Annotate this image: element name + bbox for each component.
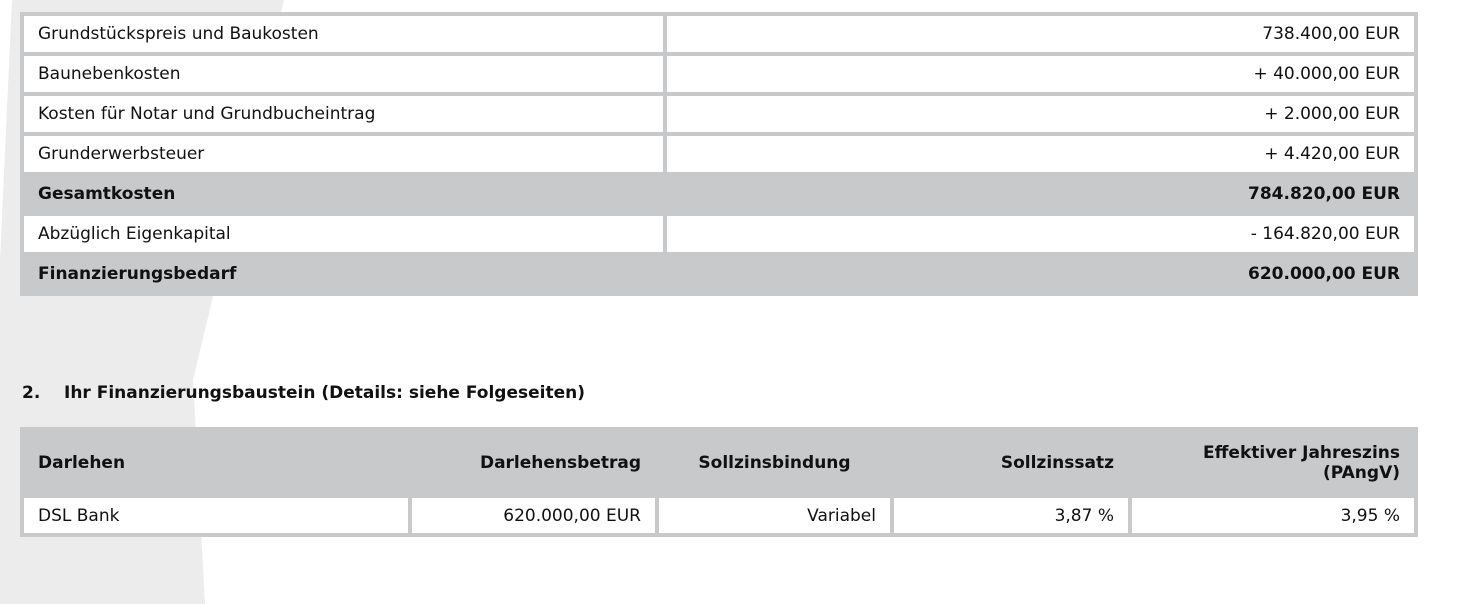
- cell-sollzinsbindung: Variabel: [655, 494, 894, 537]
- row-value: - 164.820,00 EUR: [663, 212, 1418, 256]
- table-row: Abzüglich Eigenkapital - 164.820,00 EUR: [20, 212, 1418, 256]
- row-label: Finanzierungsbedarf: [20, 252, 667, 296]
- cost-table: Grundstückspreis und Baukosten 738.400,00…: [20, 12, 1418, 296]
- row-value: + 40.000,00 EUR: [663, 52, 1418, 96]
- row-label: Gesamtkosten: [20, 172, 667, 216]
- row-value: 784.820,00 EUR: [663, 172, 1418, 216]
- row-value: 620.000,00 EUR: [663, 252, 1418, 296]
- row-label: Abzüglich Eigenkapital: [20, 212, 667, 256]
- table-row: Grundstückspreis und Baukosten 738.400,00…: [20, 12, 1418, 56]
- header-darlehen: Darlehen: [20, 427, 412, 498]
- row-value: + 4.420,00 EUR: [663, 132, 1418, 176]
- table-row: Baunebenkosten + 40.000,00 EUR: [20, 52, 1418, 96]
- table-row: DSL Bank 620.000,00 EUR Variabel 3,87 % …: [20, 494, 1418, 537]
- row-label: Baunebenkosten: [20, 52, 667, 96]
- loan-table: Darlehen Darlehensbetrag Sollzinsbindung…: [20, 427, 1418, 537]
- row-value: 738.400,00 EUR: [663, 12, 1418, 56]
- total-row: Gesamtkosten 784.820,00 EUR: [20, 172, 1418, 216]
- section-number: 2.: [22, 383, 41, 403]
- header-darlehensbetrag: Darlehensbetrag: [408, 427, 659, 498]
- table-row: Kosten für Notar und Grundbucheintrag + 2…: [20, 92, 1418, 136]
- row-value: + 2.000,00 EUR: [663, 92, 1418, 136]
- cell-sollzinssatz: 3,87 %: [890, 494, 1132, 537]
- section-title: Ihr Finanzierungsbaustein (Details: sieh…: [64, 383, 585, 403]
- header-effektiver-jahreszins: Effektiver Jahreszins (PAngV): [1128, 427, 1418, 498]
- header-sollzinssatz: Sollzinssatz: [890, 427, 1132, 498]
- row-label: Grundstückspreis und Baukosten: [20, 12, 667, 56]
- section-heading: 2. Ihr Finanzierungsbaustein (Details: si…: [22, 383, 585, 403]
- header-sollzinsbindung: Sollzinsbindung: [655, 427, 894, 498]
- row-label: Grunderwerbsteuer: [20, 132, 667, 176]
- table-row: Grunderwerbsteuer + 4.420,00 EUR: [20, 132, 1418, 176]
- table-header-row: Darlehen Darlehensbetrag Sollzinsbindung…: [20, 427, 1418, 498]
- cell-darlehensbetrag: 620.000,00 EUR: [408, 494, 659, 537]
- row-label: Kosten für Notar und Grundbucheintrag: [20, 92, 667, 136]
- cell-effektiver-jahreszins: 3,95 %: [1128, 494, 1418, 537]
- cell-darlehen: DSL Bank: [20, 494, 412, 537]
- financing-need-row: Finanzierungsbedarf 620.000,00 EUR: [20, 252, 1418, 296]
